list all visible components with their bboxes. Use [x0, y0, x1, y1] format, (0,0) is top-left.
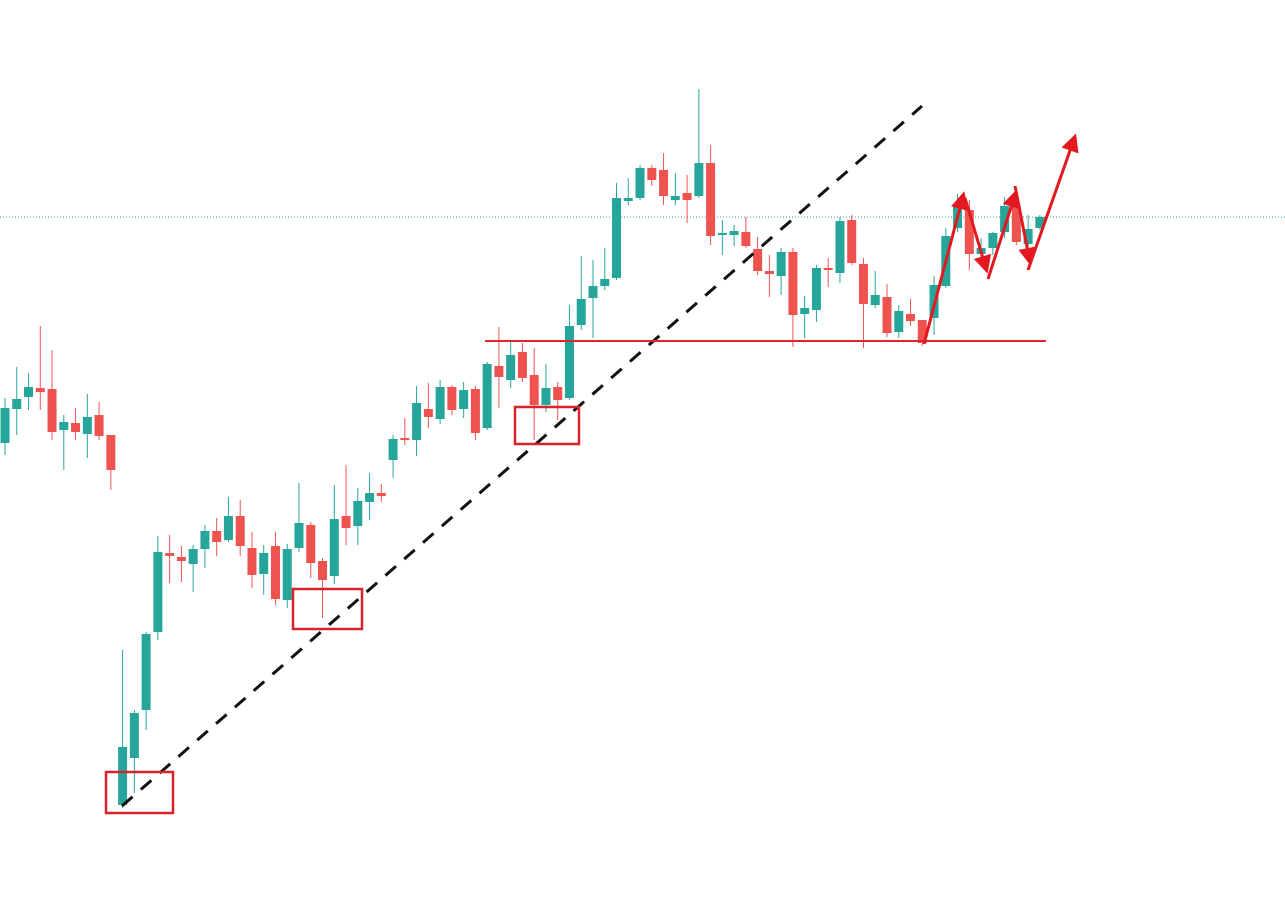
- candle-body: [259, 553, 269, 574]
- candle-body: [188, 549, 198, 564]
- candle-body: [165, 553, 175, 556]
- candle-body: [811, 268, 821, 310]
- candle-body: [823, 268, 833, 270]
- candle-body: [835, 221, 845, 273]
- candle-body: [1011, 206, 1021, 242]
- candle-body: [71, 423, 81, 432]
- candle-body: [576, 299, 586, 325]
- candle-body: [1035, 217, 1045, 228]
- candle-body: [318, 561, 328, 580]
- candle-body: [212, 531, 222, 542]
- arrows: [922, 133, 1079, 345]
- candle-body: [176, 557, 186, 561]
- candle-body: [612, 198, 622, 278]
- candle-body: [858, 264, 868, 304]
- candle-body: [741, 232, 751, 246]
- candle-body: [788, 252, 798, 315]
- candle-body: [470, 389, 480, 433]
- candle-body: [94, 415, 104, 436]
- candle-body: [906, 314, 916, 321]
- candle-body: [106, 435, 116, 470]
- candle-body: [776, 252, 786, 276]
- candle-body: [753, 249, 763, 271]
- arrow: [986, 189, 1020, 280]
- candle-body: [1023, 229, 1033, 244]
- candle-body: [494, 366, 504, 377]
- candle-body: [47, 389, 57, 432]
- candle-body: [1000, 206, 1010, 232]
- candle-body: [517, 352, 527, 378]
- trend-line: [121, 104, 923, 808]
- arrow: [1026, 133, 1079, 271]
- candle-body: [82, 417, 92, 434]
- candle-body: [564, 326, 574, 398]
- candle-body: [200, 531, 210, 549]
- candle-body: [282, 549, 292, 600]
- candle-body: [306, 525, 316, 563]
- candle-body: [529, 375, 539, 405]
- candle-body: [153, 552, 163, 632]
- candle-body: [459, 390, 469, 409]
- candle-body: [506, 355, 516, 380]
- candle-body: [623, 198, 633, 201]
- candle-body: [141, 634, 151, 710]
- candle-body: [118, 747, 128, 805]
- candle-body: [670, 196, 680, 200]
- candle-body: [59, 422, 69, 430]
- candle-body: [847, 220, 857, 263]
- candle-body: [917, 320, 927, 343]
- candle-body: [247, 548, 257, 575]
- candle-body: [870, 295, 880, 305]
- candle-body: [400, 438, 410, 440]
- candle-body: [964, 210, 974, 254]
- arrow: [922, 191, 969, 345]
- candle-body: [482, 364, 492, 428]
- candle-body: [270, 546, 280, 599]
- candle-body: [764, 271, 774, 274]
- candle-body: [882, 297, 892, 333]
- candle-body: [341, 516, 351, 528]
- candles: [0, 89, 1045, 808]
- candle-body: [553, 387, 563, 400]
- candle-body: [412, 403, 422, 440]
- candle-body: [988, 233, 998, 248]
- candle-body: [541, 388, 551, 405]
- candle-body: [235, 516, 245, 546]
- candle-body: [729, 231, 739, 235]
- candle-body: [894, 311, 904, 332]
- candle-body: [129, 713, 139, 758]
- candle-body: [12, 399, 22, 409]
- candle-body: [694, 163, 704, 196]
- candle-body: [365, 493, 375, 502]
- highlight-box: [291, 587, 364, 631]
- highlight-box: [513, 405, 581, 446]
- annotations: [104, 104, 1079, 815]
- arrow: [1013, 185, 1037, 266]
- candle-body: [388, 439, 398, 460]
- candle-body: [353, 501, 363, 526]
- candle-body: [294, 523, 304, 548]
- candle-body: [600, 279, 610, 286]
- candle-body: [659, 170, 669, 196]
- candle-body: [435, 387, 445, 419]
- candle-body: [717, 233, 727, 235]
- candle-body: [35, 388, 45, 392]
- candle-body: [588, 286, 598, 298]
- arrow: [963, 197, 992, 274]
- candle-body: [423, 409, 433, 417]
- candle-body: [0, 408, 10, 443]
- candle-body: [800, 308, 810, 314]
- candle-body: [447, 387, 457, 410]
- candle-body: [329, 519, 339, 576]
- highlight-box: [104, 770, 175, 815]
- candle-body: [24, 387, 34, 397]
- candle-body: [706, 163, 716, 236]
- candle-body: [223, 516, 233, 540]
- candle-body: [682, 193, 692, 200]
- candle-body: [376, 493, 386, 496]
- candle-body: [635, 168, 645, 198]
- candle-body: [647, 168, 657, 180]
